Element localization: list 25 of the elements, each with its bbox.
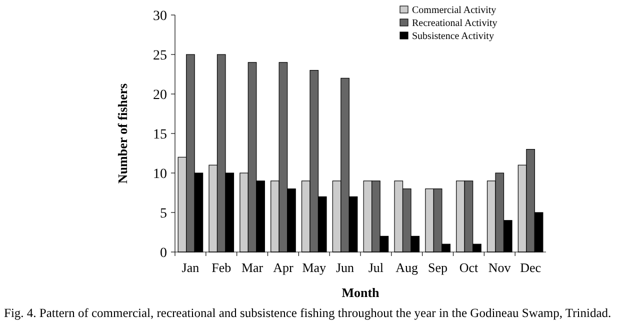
legend-label: Commercial Activity: [412, 5, 496, 16]
x-tick-label: Apr: [273, 260, 294, 275]
y-tick-label: 10: [153, 166, 167, 182]
caption: Fig. 4. Pattern of commercial, recreational and subsistence fishing throughout the year in the Godineau Swamp, Trinidad.: [4, 306, 612, 320]
y-tick-label: 25: [153, 48, 167, 64]
x-tick-label: Jan: [182, 260, 200, 275]
x-tick-label: May: [302, 260, 327, 275]
y-tick-label: 20: [153, 88, 167, 103]
x-tick-label: Aug: [396, 260, 419, 275]
y-axis-title: Number of fishers: [115, 83, 130, 184]
x-tick-label: Mar: [241, 260, 264, 275]
y-tick-label: 30: [153, 8, 167, 24]
x-axis-title: Month: [342, 285, 380, 300]
x-tick-label: Jun: [336, 260, 355, 275]
x-tick-label: Dec: [520, 260, 542, 275]
y-tick-label: 5: [160, 206, 167, 222]
y-tick-label: 0: [160, 246, 167, 261]
x-tick-label: Feb: [212, 260, 232, 275]
x-tick-label: Jul: [368, 260, 384, 275]
x-tick-label: Oct: [459, 260, 478, 275]
x-tick-label: Nov: [488, 260, 512, 275]
x-tick-label: Sep: [428, 260, 448, 275]
legend-label: Recreational Activity: [412, 18, 498, 29]
y-tick-label: 15: [153, 127, 167, 142]
legend-label: Subsistence Activity: [412, 31, 494, 42]
